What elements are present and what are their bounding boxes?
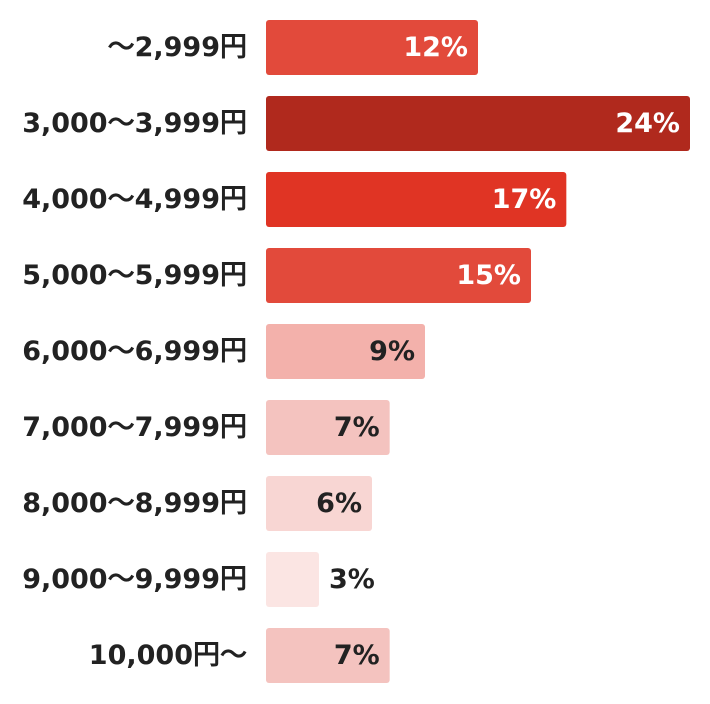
category-label: 6,000～6,999円 [22,336,247,367]
category-label: ～2,999円 [108,32,247,63]
category-label: 3,000～3,999円 [22,108,247,139]
category-label: 4,000～4,999円 [22,184,247,215]
category-label: 5,000～5,999円 [22,260,247,291]
category-label: 7,000～7,999円 [22,412,247,443]
bars-group: ～2,999円 12% 3,000～3,999円 24% 4,000～4,999円 17%… [22,20,690,683]
value-label: 9% [369,336,415,367]
bar [266,552,319,607]
bar [266,96,690,151]
value-label: 24% [615,108,680,139]
category-label: 10,000円～ [89,640,247,671]
bar [266,324,425,379]
value-label: 7% [334,412,380,443]
value-label: 17% [492,184,557,215]
bar [266,628,390,683]
category-label: 9,000～9,999円 [22,564,247,595]
bar [266,476,372,531]
value-label: 3% [329,564,375,595]
value-label: 12% [403,32,468,63]
value-label: 6% [316,488,362,519]
value-label: 7% [334,640,380,671]
bar [266,20,478,75]
value-label: 15% [456,260,521,291]
bar [266,172,567,227]
category-label: 8,000～8,999円 [22,488,247,519]
bar [266,248,531,303]
bar [266,400,390,455]
